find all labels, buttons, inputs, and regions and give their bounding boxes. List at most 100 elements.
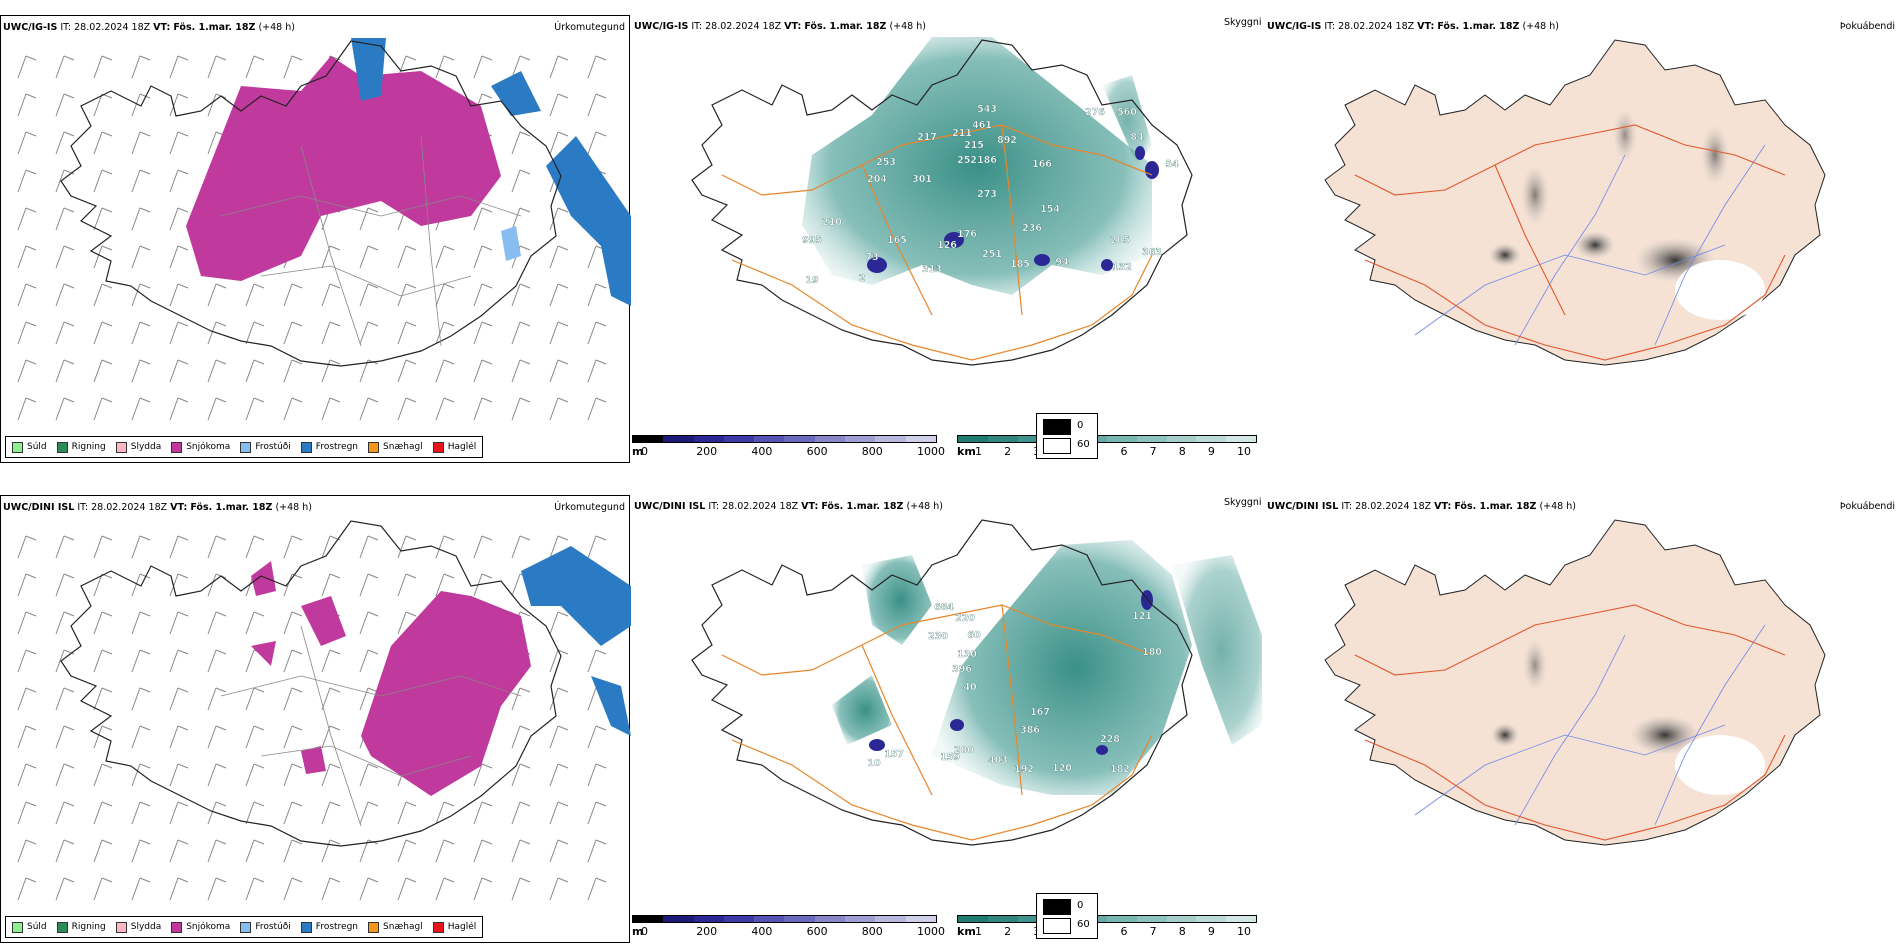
cloud-height-label: 892 (997, 135, 1017, 146)
wind-barb (359, 801, 379, 825)
wind-barb (17, 245, 37, 269)
wind-barb (473, 535, 493, 559)
wind-barb (169, 207, 189, 231)
visibility-field (832, 540, 1262, 795)
cloud-height-label: 182 (1110, 764, 1130, 775)
wind-barb (169, 611, 189, 635)
wind-barb (587, 877, 607, 901)
wind-barb (93, 169, 113, 193)
wind-barb (397, 611, 417, 635)
wind-barb (549, 55, 569, 79)
wind-barb (207, 725, 227, 749)
wind-barb (397, 573, 417, 597)
cloud-height-label: 363 (1142, 247, 1162, 258)
wind-barb (93, 839, 113, 863)
wind-barb (359, 877, 379, 901)
colorbar-unit: m (632, 445, 644, 458)
fog-map-row2 (1324, 519, 1826, 846)
colorbar-segment (845, 916, 876, 922)
colorbar-tick-label: 9 (1207, 445, 1215, 458)
cloud-height-label: 273 (977, 189, 997, 200)
wind-barb (93, 611, 113, 635)
wind-barb (397, 359, 417, 383)
wind-barb (17, 207, 37, 231)
wind-barb (549, 535, 569, 559)
colorbar-tick-label: 1 (975, 925, 982, 938)
wind-barb (93, 131, 113, 155)
cloud-height-label: 684 (934, 602, 954, 613)
wind-barb (55, 573, 75, 597)
wind-barb (245, 839, 265, 863)
legend-item-6: Snæhagl (368, 921, 423, 933)
fog-panel-row1: UWC/IG-IS IT: 28.02.2024 18Z VT: Fös. 1.… (1036, 15, 1895, 465)
legend-swatch (171, 441, 183, 453)
wind-barb (397, 801, 417, 825)
panel-header: UWC/IG-IS IT: 28.02.2024 18Z VT: Fös. 1.… (3, 22, 295, 33)
wind-barb (55, 687, 75, 711)
colorbar-segment (1017, 916, 1048, 922)
colorbar-segment (958, 916, 988, 922)
wind-barb (55, 611, 75, 635)
wind-barb (17, 725, 37, 749)
cloud-height-label: 220 (955, 613, 975, 624)
colorbar-segment (1196, 436, 1227, 442)
wind-barb (435, 839, 455, 863)
road-network (721, 604, 1153, 841)
precip-legend: Súld Rigning Slydda Snjókoma Frostúði Frostre… (5, 916, 484, 938)
wind-barb (131, 877, 151, 901)
wind-barb (283, 687, 303, 711)
wind-barbs (17, 535, 607, 901)
wind-barb (435, 55, 455, 79)
colorbar-segment (784, 436, 815, 442)
legend-label: Súld (27, 922, 47, 932)
wind-barb (283, 283, 303, 307)
legend-label: Frostregn (315, 442, 359, 452)
wind-barb (511, 359, 531, 383)
wind-barb (131, 359, 151, 383)
legend-swatch (12, 921, 23, 933)
wind-barb (435, 801, 455, 825)
wind-barb (397, 397, 417, 421)
precip-panel-row1: UWC/IG-IS IT: 28.02.2024 18Z VT: Fös. 1.… (0, 15, 631, 463)
legend-swatch (240, 441, 252, 453)
wind-barb (93, 763, 113, 787)
cloud-height-label: 396 (952, 664, 972, 675)
wind-barb (511, 877, 531, 901)
panel-header: UWC/DINI ISL IT: 28.02.2024 18Z VT: Fös.… (3, 502, 312, 513)
wind-barb (473, 283, 493, 307)
cloud-height-label: 54 (1165, 159, 1179, 170)
colorbar-segment (905, 916, 936, 922)
wind-barb (17, 359, 37, 383)
wind-barb (17, 801, 37, 825)
precip-map-row2 (17, 520, 631, 901)
wind-barb (131, 801, 151, 825)
wind-barb (17, 573, 37, 597)
wind-barb (511, 207, 531, 231)
wind-barb (169, 131, 189, 155)
map-boundaries (220, 625, 522, 827)
wind-barb (55, 725, 75, 749)
wind-barb (359, 397, 379, 421)
legend-swatch (56, 441, 68, 453)
colorbar-segment (1226, 916, 1256, 922)
wind-barb (511, 55, 531, 79)
wind-barb (207, 535, 227, 559)
legend-label: Snjókoma (186, 442, 231, 452)
panel-header: UWC/IG-IS IT: 28.02.2024 18Z VT: Fös. 1.… (1267, 21, 1559, 32)
low-cloud-spots (869, 590, 1153, 755)
wind-barb (397, 321, 417, 345)
wind-barb (93, 283, 113, 307)
wind-barb (207, 801, 227, 825)
freezing-rain-area (521, 546, 631, 736)
wind-barb (511, 839, 531, 863)
colorbar-tick-label: 6 (1120, 925, 1128, 938)
wind-barb (169, 535, 189, 559)
panel-header: UWC/IG-IS IT: 28.02.2024 18Z VT: Fös. 1.… (634, 21, 926, 32)
cloud-height-label: 215 (964, 140, 984, 151)
panel-type-label: Þokuábendi (1839, 21, 1895, 32)
cloud-height-label: 126 (937, 240, 957, 251)
colorbar-tick-label: 400 (751, 925, 773, 938)
wind-barb (207, 321, 227, 345)
colorbar-tick-label: 600 (806, 445, 828, 458)
